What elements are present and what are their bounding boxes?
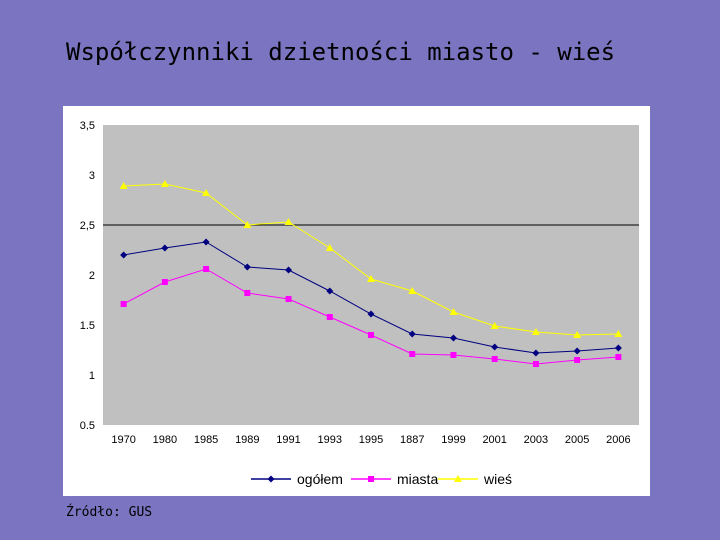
series-0: [120, 238, 622, 357]
data-point: [285, 266, 293, 274]
data-point: [368, 332, 374, 338]
x-axis: 1970 1980 1985 1989 1991 1993 1995 1887 1999 2001…: [111, 434, 630, 446]
y-tick-label: 2,5: [80, 220, 95, 232]
data-point: [532, 349, 540, 357]
x-tick-label: 1970: [111, 434, 135, 446]
data-point: [367, 275, 375, 282]
x-tick-label: 1999: [441, 434, 465, 446]
legend-label: miasta: [397, 471, 438, 487]
data-point: [325, 244, 334, 251]
data-point: [326, 314, 333, 320]
x-tick-label: 1995: [359, 434, 383, 446]
data-point: [573, 347, 581, 355]
data-point: [244, 290, 251, 296]
data-point: [614, 330, 623, 337]
legend-swatch-marker: [368, 476, 374, 482]
data-point: [202, 189, 211, 196]
source-note: Źródło: GUS: [66, 505, 153, 520]
data-point: [574, 357, 581, 363]
data-point: [120, 251, 128, 259]
x-tick-label: 1991: [276, 434, 300, 446]
data-point: [243, 221, 252, 228]
y-tick-label: 0.5: [80, 420, 95, 432]
data-point: [160, 180, 169, 187]
data-point: [326, 287, 334, 295]
y-tick-label: 3: [89, 170, 95, 182]
data-point: [532, 361, 539, 367]
legend-label: wieś: [483, 471, 512, 487]
data-point: [408, 287, 417, 294]
data-point: [531, 328, 540, 335]
legend-swatch-marker: [454, 475, 462, 482]
data-point: [285, 296, 292, 302]
y-tick-label: 2: [89, 270, 95, 282]
data-point: [449, 308, 458, 315]
legend-swatch-marker: [267, 475, 275, 483]
series-2: [119, 180, 623, 338]
legend-item: wieś: [438, 471, 512, 487]
chart-panel: 3,5 3 2,5 2 1.5 1 0.5 1970 1980 1985 1989 1991 1993…: [63, 106, 650, 496]
series-layer: [119, 180, 623, 367]
data-point: [409, 351, 416, 357]
data-point: [491, 356, 498, 362]
data-point: [615, 354, 622, 360]
slide-title: Współczynniki dzietności miasto - wieś: [66, 38, 616, 66]
data-point: [202, 238, 210, 246]
data-point: [161, 244, 169, 252]
x-tick-label: 2001: [482, 434, 506, 446]
data-point: [450, 352, 457, 358]
y-tick-label: 3,5: [80, 120, 95, 132]
data-point: [119, 182, 128, 189]
x-tick-label: 2003: [524, 434, 548, 446]
legend-label: ogółem: [297, 471, 343, 487]
legend-item: ogółem: [251, 471, 343, 487]
legend-item: miasta: [351, 471, 438, 487]
data-point: [243, 263, 251, 271]
x-tick-label: 2006: [606, 434, 630, 446]
series-1: [120, 266, 622, 367]
legend: ogółem miasta wieś: [251, 471, 512, 487]
x-tick-label: 1887: [400, 434, 424, 446]
data-point: [449, 334, 457, 342]
x-tick-label: 2005: [565, 434, 589, 446]
x-tick-label: 1985: [194, 434, 218, 446]
data-point: [614, 344, 622, 352]
data-point: [367, 310, 375, 318]
y-tick-label: 1: [89, 370, 95, 382]
data-point: [203, 266, 210, 272]
x-tick-label: 1993: [318, 434, 342, 446]
data-point: [490, 322, 499, 329]
data-point: [491, 343, 499, 351]
data-point: [161, 279, 168, 285]
x-tick-label: 1980: [153, 434, 177, 446]
x-tick-label: 1989: [235, 434, 259, 446]
data-point: [573, 331, 582, 338]
line-chart: 3,5 3 2,5 2 1.5 1 0.5 1970 1980 1985 1989 1991 1993…: [80, 120, 639, 487]
y-axis: 3,5 3 2,5 2 1.5 1 0.5: [80, 120, 95, 432]
data-point: [284, 218, 293, 225]
data-point: [120, 301, 127, 307]
data-point: [408, 330, 416, 338]
y-tick-label: 1.5: [80, 320, 95, 332]
